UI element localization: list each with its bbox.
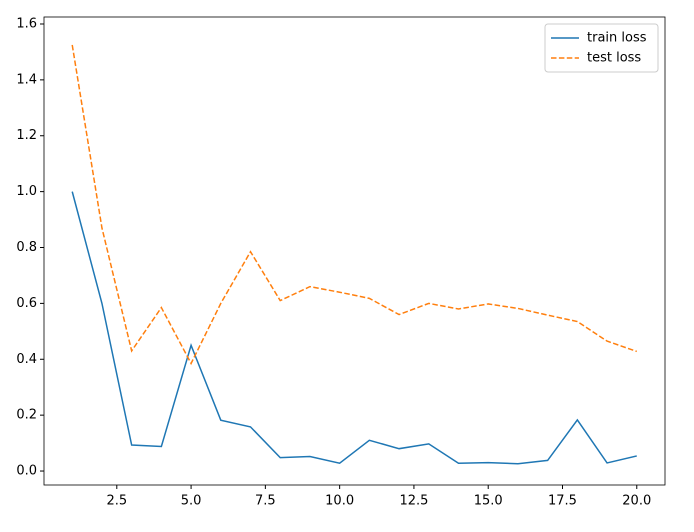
y-tick-label: 0.2: [16, 408, 37, 423]
y-tick-label: 0.6: [16, 296, 37, 311]
y-tick-label: 1.4: [16, 72, 37, 87]
line: [71, 44, 638, 366]
x-tick-label: 17.5: [548, 494, 577, 509]
x-tick-label: 7.5: [255, 494, 276, 509]
y-tick-label: 1.6: [16, 16, 37, 31]
legend-label: train loss: [587, 31, 647, 46]
y-tick-label: 1.0: [16, 184, 37, 199]
x-tick-label: 10.0: [325, 494, 354, 509]
x-tick-label: 12.5: [399, 494, 428, 509]
y-tick-label: 0.0: [16, 464, 37, 479]
x-tick-label: 2.5: [106, 494, 127, 509]
x-tick-label: 5.0: [181, 494, 202, 509]
x-tick-label: 15.0: [474, 494, 503, 509]
y-tick-label: 0.8: [16, 240, 37, 255]
legend-box: [544, 23, 659, 73]
y-tick-label: 1.2: [16, 128, 37, 143]
plot-frame: [43, 16, 666, 486]
line: [71, 191, 637, 465]
y-tick-label: 0.4: [16, 352, 37, 367]
x-tick-label: 20.0: [622, 494, 651, 509]
legend-label: test loss: [587, 51, 641, 66]
